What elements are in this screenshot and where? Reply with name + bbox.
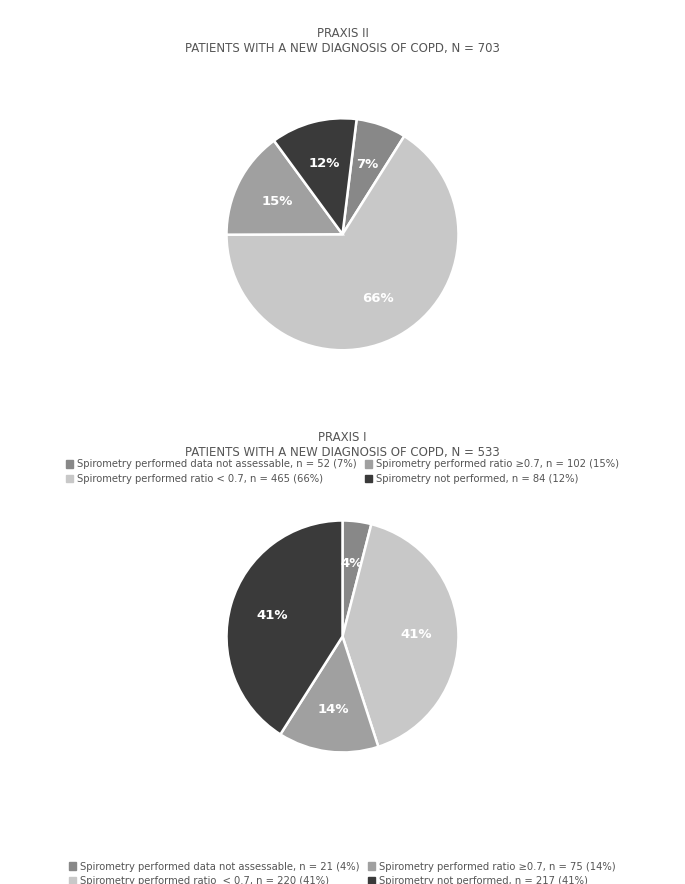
Legend: Spirometry performed data not assessable, n = 21 (4%), Spirometry performed rati: Spirometry performed data not assessable… — [69, 862, 616, 884]
Text: 41%: 41% — [256, 609, 288, 622]
Text: PRAXIS II: PRAXIS II — [316, 27, 369, 40]
Wedge shape — [342, 524, 458, 747]
Wedge shape — [227, 521, 342, 735]
Wedge shape — [280, 636, 378, 752]
Text: 14%: 14% — [318, 703, 349, 716]
Text: 41%: 41% — [400, 628, 432, 641]
Wedge shape — [342, 521, 371, 636]
Wedge shape — [274, 118, 357, 234]
Text: PATIENTS WITH A NEW DIAGNOSIS OF COPD, N = 533: PATIENTS WITH A NEW DIAGNOSIS OF COPD, N… — [185, 446, 500, 459]
Wedge shape — [342, 119, 404, 234]
Wedge shape — [227, 136, 458, 350]
Text: 15%: 15% — [261, 194, 292, 208]
Text: 66%: 66% — [362, 292, 394, 305]
Legend: Spirometry performed data not assessable, n = 52 (7%), Spirometry performed rati: Spirometry performed data not assessable… — [66, 460, 619, 484]
Text: PRAXIS I: PRAXIS I — [319, 431, 366, 444]
Text: 7%: 7% — [356, 158, 378, 171]
Text: 12%: 12% — [308, 156, 340, 170]
Text: 4%: 4% — [340, 557, 363, 570]
Text: PATIENTS WITH A NEW DIAGNOSIS OF COPD, N = 703: PATIENTS WITH A NEW DIAGNOSIS OF COPD, N… — [185, 42, 500, 55]
Wedge shape — [227, 141, 342, 234]
